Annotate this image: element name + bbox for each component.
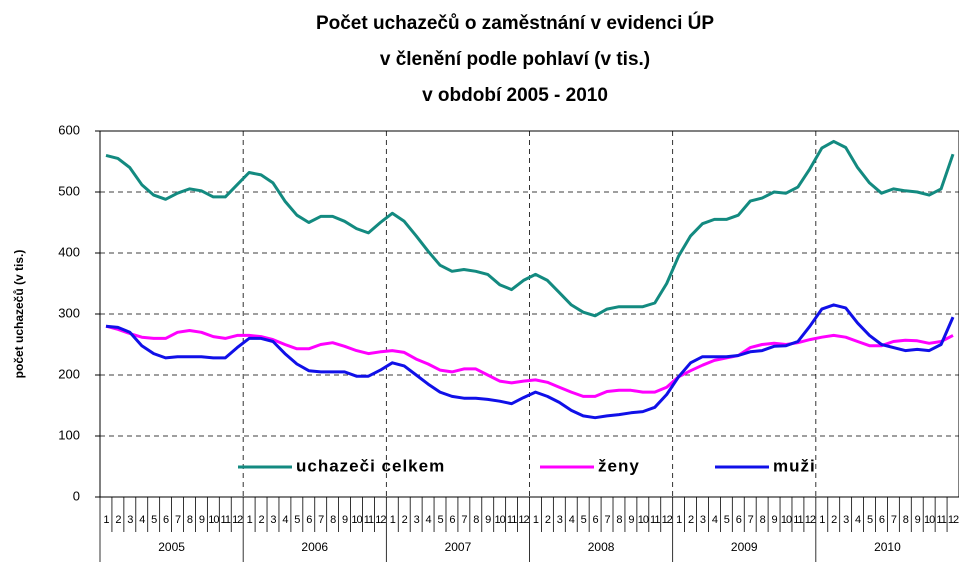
series-line [105, 139, 955, 318]
x-tick-label: 1 [676, 514, 682, 526]
legend-label: ženy [598, 456, 640, 475]
x-tick-label: 5 [867, 514, 873, 526]
y-tick-label: 600 [58, 122, 80, 137]
x-tick-label: 11 [507, 514, 517, 526]
chart-title: v členění podle pohlaví (v tis.) [380, 49, 650, 70]
x-tick-label: 4 [139, 514, 145, 526]
x-tick-label: 8 [903, 514, 909, 526]
x-tick-label: 7 [604, 514, 610, 526]
x-tick-label: 8 [187, 514, 193, 526]
x-tick-label: 1 [390, 514, 396, 526]
x-tick-label: 12 [375, 514, 386, 526]
x-tick-label: 3 [414, 514, 420, 526]
x-tick-label: 7 [891, 514, 897, 526]
x-tick-label: 8 [330, 514, 336, 526]
x-tick-label: 5 [724, 514, 730, 526]
y-axis-label: počet uchazečů (v tis.) [12, 250, 26, 379]
x-tick-label: 6 [879, 514, 885, 526]
x-tick-label: 10 [351, 514, 362, 526]
x-tick-label: 7 [175, 514, 181, 526]
year-label: 2006 [301, 540, 328, 554]
x-tick-label: 11 [650, 514, 660, 526]
chart-title: v období 2005 - 2010 [422, 85, 608, 106]
y-tick-label: 500 [58, 183, 80, 198]
x-tick-label: 2 [688, 514, 694, 526]
x-tick-label: 4 [855, 514, 861, 526]
x-tick-label: 12 [662, 514, 673, 526]
x-tick-label: 6 [593, 514, 599, 526]
x-tick-label: 1 [247, 514, 253, 526]
x-tick-label: 3 [700, 514, 706, 526]
x-tick-label: 10 [781, 514, 792, 526]
x-tick-label: 2 [259, 514, 265, 526]
x-tick-label: 11 [793, 514, 803, 526]
x-tick-label: 9 [915, 514, 921, 526]
x-tick-label: 12 [948, 514, 959, 526]
x-tick-label: 1 [533, 514, 539, 526]
x-tick-label: 2 [115, 514, 121, 526]
x-tick-label: 8 [760, 514, 766, 526]
x-tick-label: 5 [581, 514, 587, 526]
x-tick-label: 4 [569, 514, 575, 526]
x-tick-label: 6 [736, 514, 742, 526]
x-tick-label: 11 [936, 514, 946, 526]
x-tick-label: 3 [843, 514, 849, 526]
y-tick-label: 0 [73, 488, 80, 503]
x-tick-label: 10 [495, 514, 506, 526]
x-tick-label: 9 [485, 514, 491, 526]
x-tick-label: 4 [282, 514, 288, 526]
x-tick-label: 3 [127, 514, 133, 526]
x-tick-label: 11 [221, 514, 231, 526]
x-tick-label: 2 [402, 514, 408, 526]
x-tick-label: 1 [103, 514, 109, 526]
year-label: 2005 [158, 540, 185, 554]
x-tick-label: 6 [306, 514, 312, 526]
x-tick-label: 12 [518, 514, 529, 526]
x-tick-label: 7 [748, 514, 754, 526]
x-tick-label: 4 [712, 514, 718, 526]
x-tick-label: 6 [449, 514, 455, 526]
y-tick-label: 100 [58, 427, 80, 442]
year-label: 2009 [731, 540, 758, 554]
x-tick-label: 6 [163, 514, 169, 526]
series-line [105, 303, 955, 420]
y-tick-label: 300 [58, 305, 80, 320]
x-tick-label: 12 [805, 514, 816, 526]
x-tick-label: 5 [151, 514, 157, 526]
x-tick-label: 12 [232, 514, 243, 526]
x-tick-label: 11 [364, 514, 374, 526]
x-tick-label: 7 [318, 514, 324, 526]
y-tick-label: 400 [58, 244, 80, 259]
year-label: 2007 [445, 540, 472, 554]
x-tick-label: 8 [473, 514, 479, 526]
series-line [105, 324, 954, 398]
x-tick-label: 10 [924, 514, 935, 526]
x-tick-label: 5 [294, 514, 300, 526]
x-tick-label: 9 [628, 514, 634, 526]
y-tick-label: 200 [58, 366, 80, 381]
x-tick-label: 3 [270, 514, 276, 526]
chart-title: Počet uchazečů o zaměstnání v evidenci Ú… [316, 12, 714, 34]
x-tick-label: 9 [342, 514, 348, 526]
legend-label: uchazeči celkem [296, 456, 445, 475]
year-label: 2010 [874, 540, 901, 554]
year-label: 2008 [588, 540, 615, 554]
x-tick-label: 10 [638, 514, 649, 526]
x-tick-label: 4 [426, 514, 432, 526]
x-tick-label: 5 [437, 514, 443, 526]
x-tick-label: 9 [772, 514, 778, 526]
x-tick-label: 2 [545, 514, 551, 526]
legend-label: muži [773, 456, 816, 475]
x-tick-label: 2 [831, 514, 837, 526]
x-tick-label: 8 [616, 514, 622, 526]
x-tick-label: 3 [557, 514, 563, 526]
x-tick-label: 1 [819, 514, 825, 526]
x-tick-label: 9 [199, 514, 205, 526]
x-tick-label: 7 [461, 514, 467, 526]
x-tick-label: 10 [208, 514, 219, 526]
